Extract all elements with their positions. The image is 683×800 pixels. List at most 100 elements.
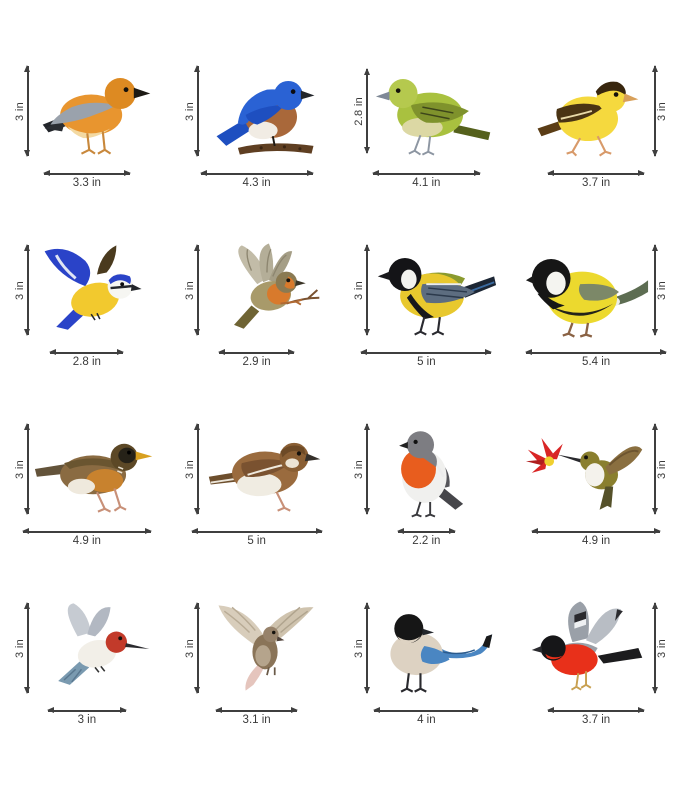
green-tanager-illustration	[376, 79, 491, 156]
bird-stage: 3 in	[342, 591, 512, 705]
height-label: 3 in	[183, 638, 196, 658]
bird-stage: 3 in	[2, 54, 172, 168]
bird-stage: 3 in	[342, 233, 512, 347]
width-label: 5 in	[417, 356, 436, 368]
bird-art	[524, 234, 650, 346]
bird-art	[33, 55, 159, 167]
width-label: 3 in	[77, 714, 97, 726]
height-dimension: 3 in	[184, 244, 201, 336]
width-dimension: 4.1 in	[342, 170, 512, 189]
dove-landing-illustration	[218, 605, 314, 691]
width-label: 2.2 in	[412, 535, 441, 547]
bird-art	[372, 234, 498, 346]
width-dimension: 5 in	[342, 349, 512, 368]
bird-stage: 3 in	[172, 591, 342, 705]
height-dimension: 3 in	[651, 423, 669, 515]
width-dimension: 3.7 in	[511, 170, 681, 189]
width-dimension-line	[190, 528, 323, 535]
width-dimension-line	[42, 170, 131, 177]
width-dimension-line	[199, 170, 314, 177]
bird-stage: 3 in	[172, 412, 342, 526]
hummingbird-illustration	[58, 603, 150, 685]
width-dimension: 2.2 in	[342, 528, 512, 547]
width-label: 3.1 in	[242, 714, 271, 726]
height-label: 3 in	[183, 459, 196, 479]
width-label: 4.9 in	[582, 535, 611, 547]
bird-stage: 2.8 in	[342, 54, 512, 168]
width-label: 4 in	[417, 714, 436, 726]
blue-tit-illustration	[44, 245, 142, 330]
width-dimension-line	[373, 707, 480, 714]
height-label: 3 in	[13, 101, 26, 121]
great-tit-illustration	[378, 258, 497, 336]
bird-art	[203, 234, 329, 346]
width-label: 4.9 in	[72, 535, 101, 547]
height-dimension: 2.8 in	[353, 68, 370, 154]
height-dimension: 3 in	[651, 244, 669, 336]
height-label: 3 in	[353, 280, 366, 300]
width-dimension: 4 in	[342, 707, 512, 726]
height-label: 3 in	[353, 638, 366, 658]
height-dimension-line	[363, 244, 370, 336]
height-dimension: 3 in	[14, 423, 31, 515]
height-dimension-line	[24, 602, 31, 694]
height-dimension-line	[24, 65, 31, 157]
height-label: 2.8 in	[353, 96, 366, 126]
height-dimension: 3 in	[183, 602, 201, 694]
bird-measurement-cell: 3 in	[342, 412, 512, 547]
height-dimension-line	[651, 244, 658, 336]
columbine-flower	[526, 437, 563, 473]
width-label: 5.4 in	[582, 356, 611, 368]
height-dimension-line	[194, 602, 201, 694]
width-dimension: 2.9 in	[172, 349, 342, 368]
width-label: 3.7 in	[582, 714, 611, 726]
width-label: 3.3 in	[72, 177, 101, 189]
bird-size-grid: 3 in	[2, 54, 681, 726]
height-label: 3 in	[656, 280, 669, 300]
height-dimension-line	[363, 602, 370, 694]
bird-measurement-cell: 3 in 3.1	[172, 591, 342, 726]
height-dimension: 3 in	[651, 602, 668, 694]
bird-measurement-cell: 3 in	[342, 233, 512, 368]
height-label: 3 in	[656, 459, 669, 479]
height-dimension: 3 in	[13, 244, 31, 336]
great-tit-round-illustration	[526, 258, 649, 338]
bird-art	[33, 234, 159, 346]
flame-robin-illustration	[399, 431, 464, 518]
bird-measurement-cell: 3 in	[511, 233, 681, 368]
width-label: 2.8 in	[72, 356, 101, 368]
height-dimension: 3 in	[353, 602, 370, 694]
bird-stage: 3 in	[2, 591, 172, 705]
width-label: 4.1 in	[412, 177, 441, 189]
bird-art	[372, 592, 498, 704]
height-label: 3 in	[13, 280, 26, 300]
bird-art	[33, 592, 159, 704]
height-dimension: 3 in	[13, 602, 31, 694]
orange-thrush-illustration	[42, 78, 151, 155]
bird-measurement-cell: 3 in 2.8	[2, 233, 172, 368]
height-dimension-line	[651, 423, 658, 515]
bird-measurement-cell: 3 in 4.3	[172, 54, 342, 189]
bird-measurement-cell: 3 in	[511, 412, 681, 547]
width-dimension-line	[49, 349, 125, 356]
width-dimension-line	[547, 170, 646, 177]
width-dimension-line	[396, 528, 457, 535]
height-dimension: 3 in	[651, 65, 668, 157]
height-dimension-line	[363, 68, 370, 154]
bird-art	[524, 592, 650, 704]
width-dimension: 3 in	[2, 707, 172, 726]
bird-stage: 3 in	[511, 233, 681, 347]
height-label: 3 in	[13, 638, 26, 658]
width-dimension-line	[46, 707, 127, 714]
bird-measurement-cell: 2.8 in	[342, 54, 512, 189]
width-label: 2.9 in	[242, 356, 271, 368]
height-dimension-line	[194, 244, 201, 336]
width-dimension-line	[360, 349, 493, 356]
hummingbird-flower-illustration	[526, 437, 643, 510]
width-dimension: 3.7 in	[511, 707, 681, 726]
bird-art	[524, 55, 650, 167]
bird-art	[372, 413, 498, 525]
width-dimension: 2.8 in	[2, 349, 172, 368]
bird-measurement-cell: 3 in	[2, 412, 172, 547]
width-dimension-line	[531, 528, 662, 535]
